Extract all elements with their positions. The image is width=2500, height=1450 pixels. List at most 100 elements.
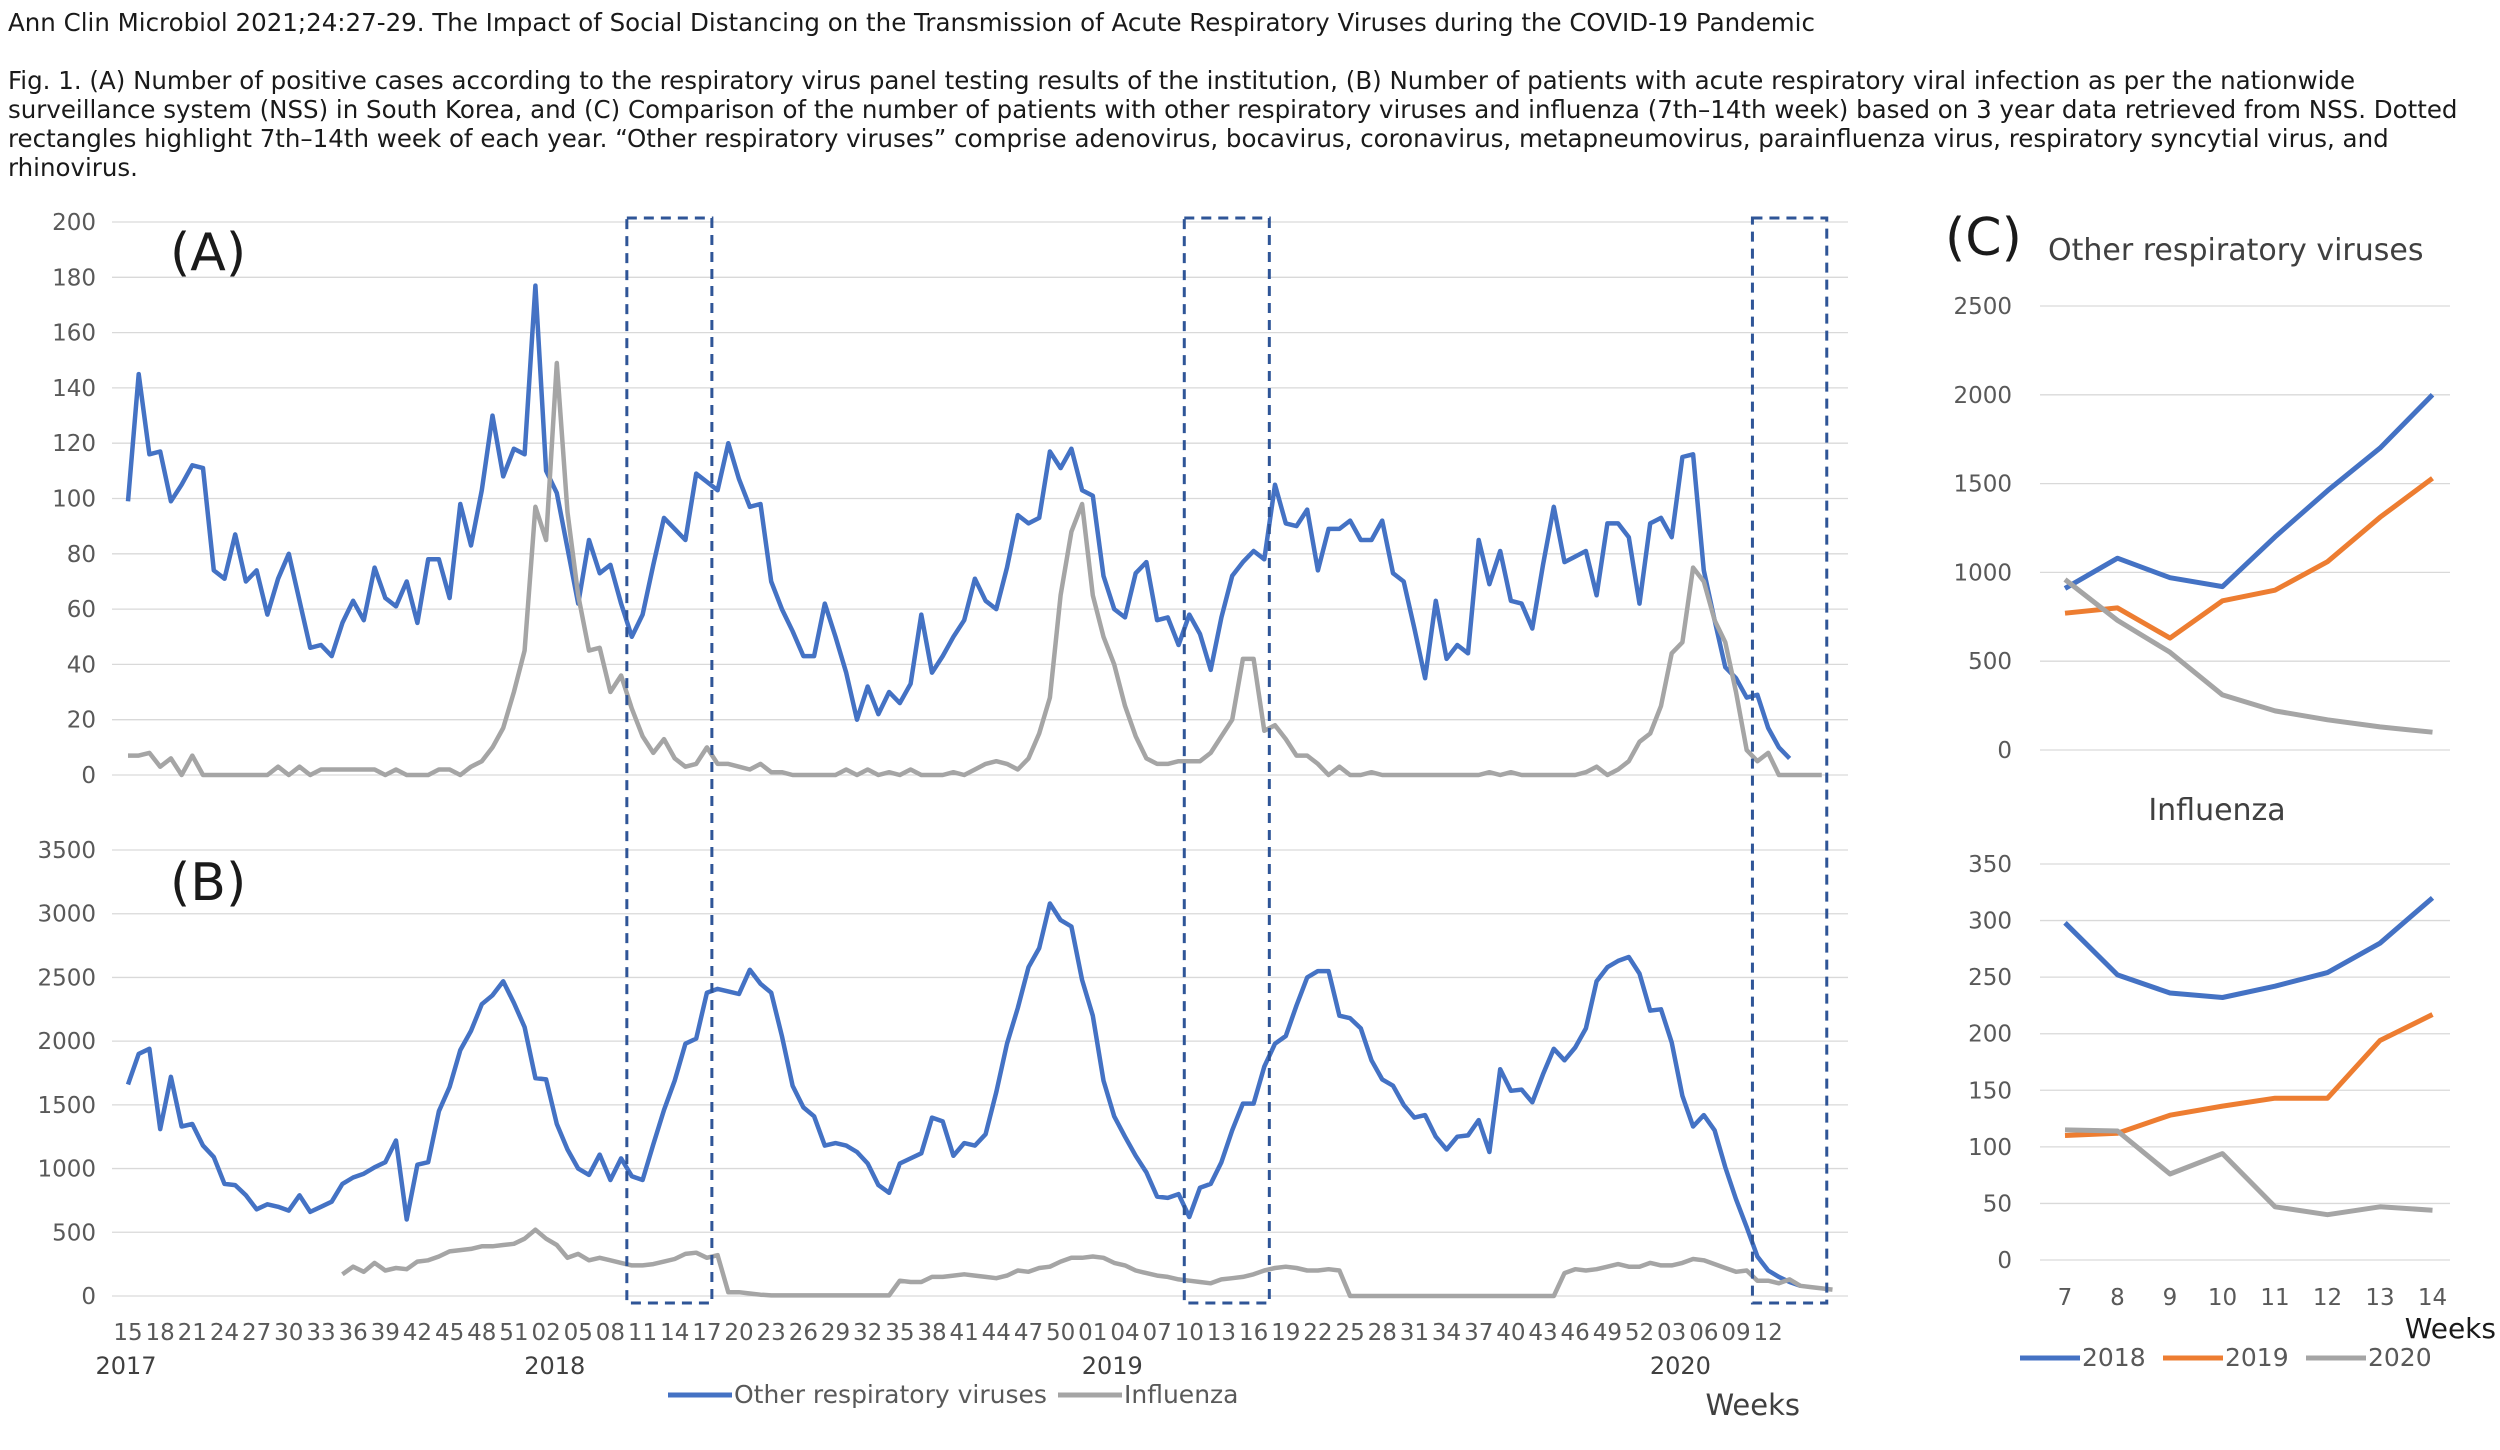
x-week-label: 29 (821, 1320, 850, 1346)
panel-a-y-tick-label: 0 (81, 763, 96, 789)
x-week-label: 21 (178, 1320, 207, 1346)
x-week-label: 33 (306, 1320, 335, 1346)
x-week-label: 14 (660, 1320, 689, 1346)
x-week-label: 27 (242, 1320, 271, 1346)
x-week-label: 01 (1078, 1320, 1107, 1346)
figure-caption: Fig. 1. (A) Number of positive cases acc… (8, 66, 2458, 182)
panel-a-y-tick-label: 160 (52, 321, 96, 347)
x-week-label: 10 (1175, 1320, 1204, 1346)
panel-c-legend-label-2020: 2020 (2368, 1343, 2432, 1372)
panel-b-y-tick-label: 2000 (37, 1029, 96, 1055)
x-week-label: 09 (1721, 1320, 1750, 1346)
x-week-label: 13 (1207, 1320, 1236, 1346)
x-week-label: 47 (1014, 1320, 1043, 1346)
x-week-label: 20 (724, 1320, 753, 1346)
x-week-label: 41 (950, 1320, 979, 1346)
panel-c-label: (C) (1945, 208, 2022, 268)
highlight-box-1 (625, 216, 714, 1305)
panel-c-x-tick-label: 11 (2260, 1285, 2289, 1311)
x-week-label: 43 (1528, 1320, 1557, 1346)
x-week-label: 11 (628, 1320, 657, 1346)
panel-c-other-y-tick-label: 2500 (1953, 294, 2012, 320)
x-week-label: 51 (499, 1320, 528, 1346)
x-week-label: 30 (274, 1320, 303, 1346)
panel-c-x-tick-label: 8 (2110, 1285, 2125, 1311)
x-week-label: 24 (210, 1320, 239, 1346)
x-week-label: 06 (1689, 1320, 1718, 1346)
x-week-label: 04 (1110, 1320, 1139, 1346)
x-week-label: 12 (1754, 1320, 1783, 1346)
panel-c-influenza-y-tick-label: 0 (1997, 1248, 2012, 1274)
panel-a-y-tick-label: 120 (52, 431, 96, 457)
panel-b-y-tick-label: 500 (52, 1220, 96, 1246)
panel-b-y-tick-label: 2500 (37, 965, 96, 991)
panel-c-other-series-2020 (2063, 577, 2433, 735)
panel-b-y-tick-label: 0 (81, 1284, 96, 1310)
x-week-label: 16 (1239, 1320, 1268, 1346)
panel-a-y-tick-label: 40 (67, 652, 96, 678)
panel-c-x-tick-label: 14 (2418, 1285, 2447, 1311)
panel-c-influenza-y-tick-label: 50 (1983, 1191, 2012, 1217)
panel-c-x-tick-label: 10 (2208, 1285, 2237, 1311)
panel-c-other-series-2018 (2063, 393, 2435, 591)
panel-c-influenza-y-tick-label: 300 (1968, 909, 2012, 935)
panel-c-influenza-y-tick-label: 350 (1968, 852, 2012, 878)
panel-a-series-influenza (128, 360, 1822, 778)
x-week-label: 39 (371, 1320, 400, 1346)
x-year-label: 2020 (1650, 1352, 1711, 1380)
legend-label-other: Other respiratory viruses (734, 1380, 1047, 1409)
x-week-label: 17 (692, 1320, 721, 1346)
x-week-label: 34 (1432, 1320, 1461, 1346)
x-week-label: 37 (1464, 1320, 1493, 1346)
legend-label-influenza: Influenza (1124, 1380, 1238, 1409)
panel-c-other-y-tick-label: 1500 (1953, 472, 2012, 498)
x-week-label: 40 (1496, 1320, 1525, 1346)
panel-c-other-y-tick-label: 2000 (1953, 383, 2012, 409)
panel-b-series-influenza (341, 1227, 1833, 1299)
panel-c-x-axis-title: Weeks (2405, 1312, 2496, 1345)
x-week-label: 32 (853, 1320, 882, 1346)
x-year-label: 2018 (524, 1352, 585, 1380)
panel-c-influenza-series-2018 (2063, 896, 2435, 1000)
x-week-label: 03 (1657, 1320, 1686, 1346)
panel-c-legend-label-2018: 2018 (2082, 1343, 2146, 1372)
panel-a-series-other (125, 283, 1792, 760)
x-week-label: 42 (403, 1320, 432, 1346)
panel-c-influenza-y-tick-label: 200 (1968, 1022, 2012, 1048)
x-week-label: 28 (1368, 1320, 1397, 1346)
panel-a-y-tick-label: 20 (67, 708, 96, 734)
panel-c-x-tick-label: 13 (2365, 1285, 2394, 1311)
panel-c-x-tick-label: 12 (2313, 1285, 2342, 1311)
panel-c-other-y-tick-label: 1000 (1953, 560, 2012, 586)
panel-c-influenza-series-2019 (2064, 1012, 2434, 1138)
panel-c-other-y-tick-label: 500 (1968, 649, 2012, 675)
x-week-label: 15 (113, 1320, 142, 1346)
x-week-label: 31 (1400, 1320, 1429, 1346)
x-week-label: 36 (338, 1320, 367, 1346)
panel-c-title-other: Other respiratory viruses (2048, 233, 2423, 268)
panel-b-y-tick-label: 1500 (37, 1093, 96, 1119)
panel-c-x-tick-label: 7 (2058, 1285, 2073, 1311)
journal-line: Ann Clin Microbiol 2021;24:27-29. The Im… (8, 8, 1815, 37)
x-axis-title-ab: Weeks (1705, 1388, 1800, 1422)
x-week-label: 52 (1625, 1320, 1654, 1346)
panel-a-y-tick-label: 60 (67, 597, 96, 623)
panel-b-y-tick-label: 1000 (37, 1157, 96, 1183)
x-week-label: 50 (1046, 1320, 1075, 1346)
x-week-label: 45 (435, 1320, 464, 1346)
highlight-box-3 (1750, 216, 1829, 1305)
panel-c-x-tick-label: 9 (2163, 1285, 2178, 1311)
x-week-label: 38 (917, 1320, 946, 1346)
x-week-label: 46 (1561, 1320, 1590, 1346)
panel-a-y-tick-label: 100 (52, 487, 96, 513)
x-week-label: 49 (1593, 1320, 1622, 1346)
x-week-label: 22 (1303, 1320, 1332, 1346)
x-week-label: 08 (596, 1320, 625, 1346)
panel-c-legend-label-2019: 2019 (2225, 1343, 2289, 1372)
x-week-label: 23 (757, 1320, 786, 1346)
panel-a-y-tick-label: 140 (52, 376, 96, 402)
panel-c-other-y-tick-label: 0 (1997, 738, 2012, 764)
x-week-label: 26 (789, 1320, 818, 1346)
highlight-box-2 (1182, 216, 1271, 1305)
panel-a-y-tick-label: 80 (67, 542, 96, 568)
